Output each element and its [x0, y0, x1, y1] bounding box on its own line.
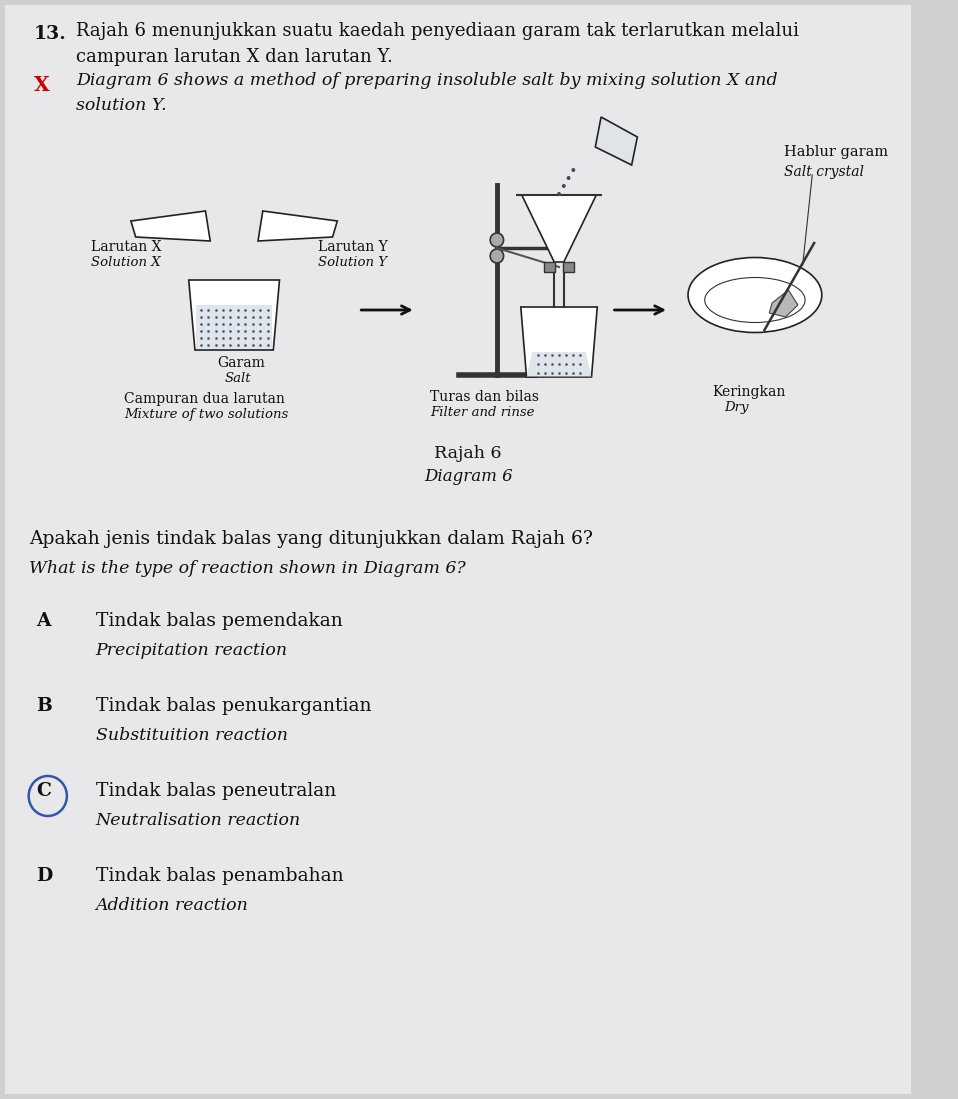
Bar — [544, 262, 556, 271]
Text: Tindak balas penambahan: Tindak balas penambahan — [96, 867, 343, 885]
Polygon shape — [527, 352, 591, 377]
Polygon shape — [521, 307, 597, 377]
Text: Hablur garam: Hablur garam — [784, 145, 888, 159]
Polygon shape — [258, 211, 337, 241]
Circle shape — [558, 192, 561, 196]
Text: Diagram 6 shows a method of preparing insoluble salt by mixing solution X and: Diagram 6 shows a method of preparing in… — [77, 73, 778, 89]
Text: campuran larutan X dan larutan Y.: campuran larutan X dan larutan Y. — [77, 48, 394, 66]
Text: Tindak balas pemendakan: Tindak balas pemendakan — [96, 612, 342, 630]
Text: solution Y.: solution Y. — [77, 97, 167, 114]
Circle shape — [567, 176, 570, 180]
Text: Keringkan: Keringkan — [712, 385, 786, 399]
FancyBboxPatch shape — [5, 5, 911, 1094]
Text: Filter and rinse: Filter and rinse — [430, 406, 535, 419]
Polygon shape — [769, 290, 798, 317]
Text: Salt: Salt — [224, 371, 251, 385]
Text: Substituition reaction: Substituition reaction — [96, 728, 287, 744]
Text: Rajah 6 menunjukkan suatu kaedah penyediaan garam tak terlarutkan melalui: Rajah 6 menunjukkan suatu kaedah penyedi… — [77, 22, 799, 40]
Text: Solution X: Solution X — [91, 256, 160, 269]
Circle shape — [562, 184, 566, 188]
Polygon shape — [522, 195, 596, 262]
Text: Neutralisation reaction: Neutralisation reaction — [96, 812, 301, 829]
Polygon shape — [595, 116, 637, 165]
Text: Addition reaction: Addition reaction — [96, 897, 248, 914]
Text: A: A — [36, 612, 51, 630]
Text: Rajah 6: Rajah 6 — [435, 445, 502, 462]
Text: What is the type of reaction shown in Diagram 6?: What is the type of reaction shown in Di… — [29, 560, 466, 577]
Text: Campuran dua larutan: Campuran dua larutan — [125, 392, 285, 406]
Text: Mixture of two solutions: Mixture of two solutions — [125, 408, 288, 421]
Text: B: B — [36, 697, 52, 715]
Bar — [563, 262, 574, 271]
Text: Precipitation reaction: Precipitation reaction — [96, 642, 287, 659]
Text: 13.: 13. — [34, 25, 66, 43]
Text: Apakah jenis tindak balas yang ditunjukkan dalam Rajah 6?: Apakah jenis tindak balas yang ditunjukk… — [29, 530, 593, 548]
Text: Salt crystal: Salt crystal — [784, 165, 863, 179]
Text: Dry: Dry — [724, 401, 749, 414]
Text: Larutan Y: Larutan Y — [318, 240, 388, 254]
Text: X: X — [34, 75, 49, 95]
Circle shape — [571, 168, 575, 173]
Polygon shape — [195, 306, 272, 349]
Text: Larutan X: Larutan X — [91, 240, 161, 254]
Text: Garam: Garam — [217, 356, 264, 370]
Text: Solution Y: Solution Y — [318, 256, 387, 269]
Circle shape — [490, 233, 504, 247]
Polygon shape — [189, 280, 280, 349]
Text: Tindak balas penukargantian: Tindak balas penukargantian — [96, 697, 371, 715]
Text: C: C — [36, 782, 51, 800]
Circle shape — [490, 249, 504, 263]
Text: D: D — [36, 867, 53, 885]
Polygon shape — [131, 211, 210, 241]
Text: Turas dan bilas: Turas dan bilas — [430, 390, 539, 404]
Text: Diagram 6: Diagram 6 — [423, 468, 513, 485]
Ellipse shape — [688, 257, 822, 333]
Text: Tindak balas peneutralan: Tindak balas peneutralan — [96, 782, 336, 800]
